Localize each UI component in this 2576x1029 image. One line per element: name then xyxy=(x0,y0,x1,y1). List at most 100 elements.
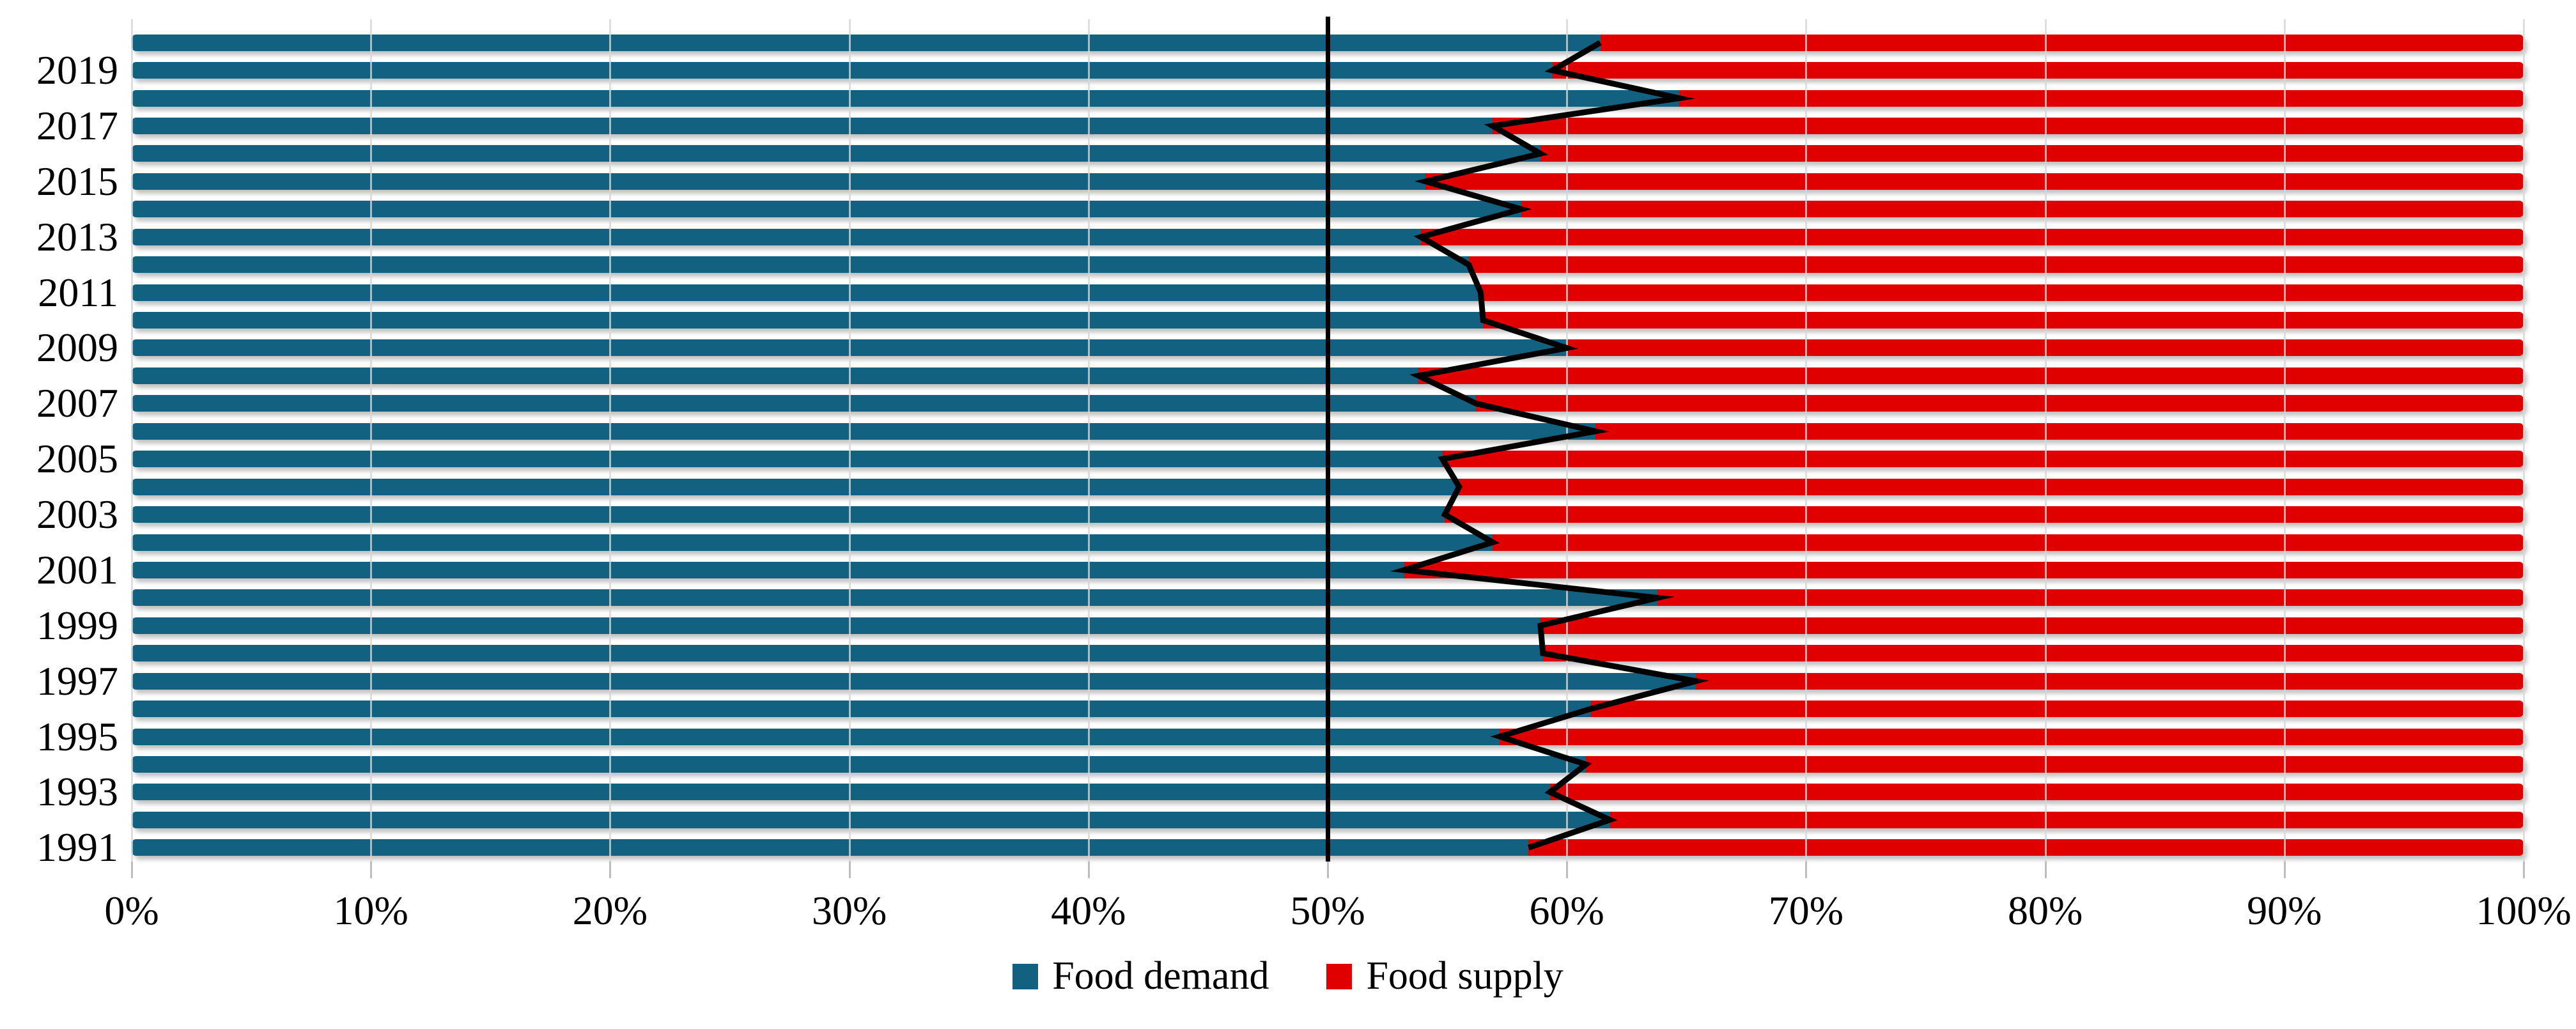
bar-2019-supply xyxy=(1552,62,2524,79)
bar-1994-demand xyxy=(132,755,1587,773)
food-supply-swatch-icon xyxy=(1326,963,1353,989)
bar-2017-supply xyxy=(1493,118,2524,135)
legend-label-food-supply: Food supply xyxy=(1366,954,1563,998)
bar-2015-supply xyxy=(1425,173,2524,190)
x-tick-0% xyxy=(131,862,133,878)
x-tick-70% xyxy=(1805,862,1808,878)
bar-2014-demand xyxy=(132,201,1522,218)
y-axis-label-1995: 1995 xyxy=(36,713,118,759)
food-demand-swatch-icon xyxy=(1013,963,1039,989)
legend: Food demand Food supply xyxy=(0,954,2576,999)
bar-2001-demand xyxy=(132,561,1404,578)
bar-1999-supply xyxy=(1540,617,2524,634)
x-tick-100% xyxy=(2523,862,2525,878)
bar-1996-supply xyxy=(1590,700,2524,718)
gridline-90% xyxy=(2283,19,2286,862)
bar-2016-demand xyxy=(132,145,1541,162)
bar-1999-demand xyxy=(132,617,1541,634)
reference-line-50pct xyxy=(1325,17,1330,862)
bar-1998-supply xyxy=(1542,645,2524,662)
bar-row-1993 xyxy=(132,784,2524,801)
bar-2013-demand xyxy=(132,228,1421,245)
bar-1993-demand xyxy=(132,784,1550,801)
y-axis-label-2005: 2005 xyxy=(36,436,118,482)
bar-1995-supply xyxy=(1500,728,2524,745)
bar-2003-demand xyxy=(132,506,1445,523)
bar-2010-demand xyxy=(132,312,1484,329)
x-tick-50% xyxy=(1327,862,1329,878)
y-axis-label-1991: 1991 xyxy=(36,824,118,870)
gridline-20% xyxy=(609,19,612,862)
gridline-40% xyxy=(1087,19,1090,862)
bar-2006-demand xyxy=(132,422,1596,440)
bar-2004-demand xyxy=(132,478,1459,495)
bar-row-2020 xyxy=(132,34,2524,51)
bar-2011-supply xyxy=(1480,284,2524,301)
bar-2000-supply xyxy=(1657,589,2524,607)
y-axis-label-2011: 2011 xyxy=(38,269,118,315)
bar-row-1996 xyxy=(132,700,2524,718)
gridline-30% xyxy=(848,19,851,862)
bar-2017-demand xyxy=(132,118,1493,135)
legend-label-food-demand: Food demand xyxy=(1052,954,1269,998)
x-tick-label-50%: 50% xyxy=(1290,888,1365,933)
x-tick-label-90%: 90% xyxy=(2247,888,2322,933)
bar-2007-supply xyxy=(1476,395,2524,412)
bar-2020-demand xyxy=(132,34,1601,51)
bar-2018-supply xyxy=(1679,89,2524,107)
bar-1991-demand xyxy=(132,839,1529,856)
bar-2003-supply xyxy=(1445,506,2524,523)
bar-2002-demand xyxy=(132,534,1493,551)
y-axis-label-2001: 2001 xyxy=(36,546,118,592)
y-axis-label-2007: 2007 xyxy=(36,380,118,426)
gridline-100% xyxy=(2523,19,2525,862)
bar-2010-supply xyxy=(1483,312,2524,329)
gridline-60% xyxy=(1566,19,1569,862)
x-tick-label-70%: 70% xyxy=(1768,888,1844,933)
bar-1995-demand xyxy=(132,728,1500,745)
y-axis-label-1997: 1997 xyxy=(36,658,118,704)
bar-2000-demand xyxy=(132,589,1658,607)
bar-2013-supply xyxy=(1420,228,2524,245)
y-axis-label-2019: 2019 xyxy=(36,47,118,93)
bar-1993-supply xyxy=(1550,784,2524,801)
bar-2015-demand xyxy=(132,173,1426,190)
bar-2008-demand xyxy=(132,367,1419,384)
bar-2004-supply xyxy=(1459,478,2524,495)
y-axis-label-2013: 2013 xyxy=(36,213,118,259)
bar-row-2019 xyxy=(132,62,2524,79)
bar-2001-supply xyxy=(1404,561,2524,578)
x-tick-30% xyxy=(848,862,851,878)
bar-1998-demand xyxy=(132,645,1543,662)
x-tick-label-80%: 80% xyxy=(2007,888,2083,933)
y-axis-label-2017: 2017 xyxy=(36,103,118,149)
bar-1991-supply xyxy=(1528,839,2524,856)
bar-2005-demand xyxy=(132,451,1443,468)
bar-2018-demand xyxy=(132,89,1680,107)
x-tick-label-10%: 10% xyxy=(333,888,408,933)
bar-row-1991 xyxy=(132,839,2524,856)
y-axis-label-2003: 2003 xyxy=(36,491,118,538)
bar-2020-supply xyxy=(1600,34,2524,51)
bar-1996-demand xyxy=(132,700,1591,718)
x-tick-20% xyxy=(609,862,612,878)
y-axis-label-1993: 1993 xyxy=(36,769,118,815)
gridline-0% xyxy=(131,19,133,862)
bar-1994-supply xyxy=(1586,755,2524,773)
bar-row-2010 xyxy=(132,312,2524,329)
x-tick-40% xyxy=(1087,862,1090,878)
x-tick-label-30%: 30% xyxy=(811,888,887,933)
gridline-80% xyxy=(2044,19,2047,862)
bar-1997-demand xyxy=(132,672,1696,690)
y-axis-label-2015: 2015 xyxy=(36,158,118,204)
x-tick-label-40%: 40% xyxy=(1051,888,1126,933)
x-tick-10% xyxy=(370,862,373,878)
gridline-70% xyxy=(1805,19,1808,862)
bar-1992-demand xyxy=(132,811,1610,828)
bar-2006-supply xyxy=(1595,422,2524,440)
bar-2014-supply xyxy=(1521,201,2524,218)
x-tick-label-0%: 0% xyxy=(104,888,159,933)
x-tick-60% xyxy=(1566,862,1569,878)
bar-2002-supply xyxy=(1493,534,2524,551)
